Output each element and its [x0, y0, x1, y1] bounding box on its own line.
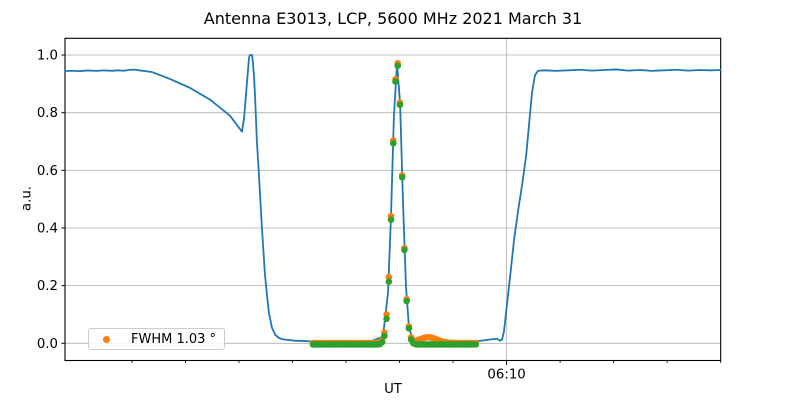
series-point-gaussian-fit [403, 297, 410, 305]
series-point-gaussian-fit [472, 341, 480, 348]
series-point-gaussian-fit [383, 315, 390, 323]
legend-marker-dot [103, 335, 110, 343]
series-point-gaussian-fit [392, 78, 399, 85]
series-point-gaussian-fit [396, 101, 404, 109]
series-point-gaussian-fit [387, 216, 395, 223]
series-point-gaussian-fit [405, 325, 413, 332]
y-tick-label: 0.2 [37, 279, 58, 294]
y-axis-label: a.u. [19, 185, 35, 212]
legend: FWHM 1.03 ° [88, 328, 225, 350]
y-tick-label: 0.4 [37, 221, 58, 236]
chart-title: Antenna E3013, LCP, 5600 MHz 2021 March … [203, 9, 583, 28]
series-point-gaussian-fit [401, 246, 408, 254]
series-point-gaussian-fit [385, 278, 393, 285]
y-tick-label: 1.0 [37, 49, 58, 64]
series-point-gaussian-fit [378, 338, 386, 346]
y-tick-label: 0.8 [37, 106, 58, 121]
y-tick-label: 0.6 [37, 164, 58, 179]
x-axis-label: UT [384, 382, 402, 397]
series-drift-scan-signal [64, 54, 722, 343]
plot-spines [64, 37, 722, 362]
series-point-gaussian-fit [381, 332, 388, 340]
series-point-gaussian-fit [389, 140, 397, 147]
series-point-gaussian-fit [394, 62, 402, 69]
legend-label: FWHM 1.03 ° [131, 331, 217, 347]
series-point-gaussian-fit [398, 174, 406, 181]
x-tick-label: 06:10 [487, 368, 525, 383]
y-tick-label: 0.0 [37, 337, 58, 352]
